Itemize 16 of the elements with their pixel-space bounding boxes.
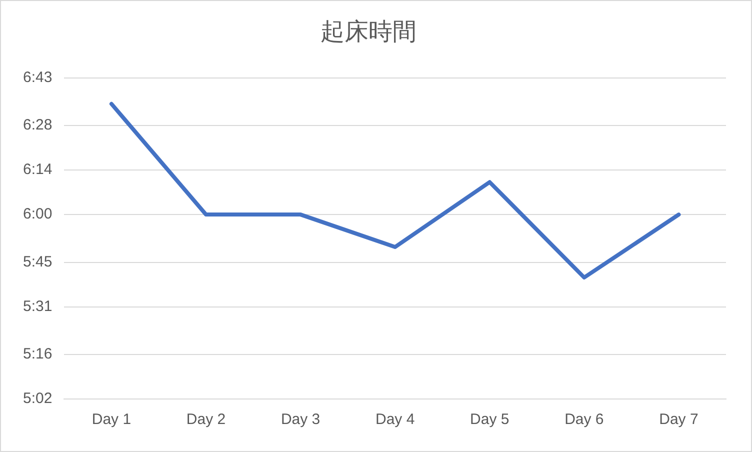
x-tick-label: Day 4	[376, 411, 415, 428]
y-tick-label: 5:31	[22, 298, 52, 315]
y-tick-label: 6:00	[22, 206, 52, 223]
y-tick-label: 6:14	[22, 161, 52, 178]
chart-title: 起床時間	[320, 18, 416, 46]
y-tick-label: 5:02	[22, 390, 52, 408]
y-tick-label: 5:16	[22, 346, 52, 363]
x-tick-label: Day 5	[470, 411, 510, 428]
x-tick-label: Day 3	[280, 411, 320, 428]
y-tick-label: 6:28	[22, 116, 52, 134]
y-tick-label: 5:45	[22, 253, 52, 270]
x-tick-label: Day 6	[564, 411, 604, 428]
y-tick-label: 6:43	[22, 68, 52, 86]
x-tick-label: Day 1	[92, 411, 132, 428]
x-tick-label: Day 7	[659, 411, 698, 428]
x-tick-label: Day 2	[186, 411, 226, 428]
